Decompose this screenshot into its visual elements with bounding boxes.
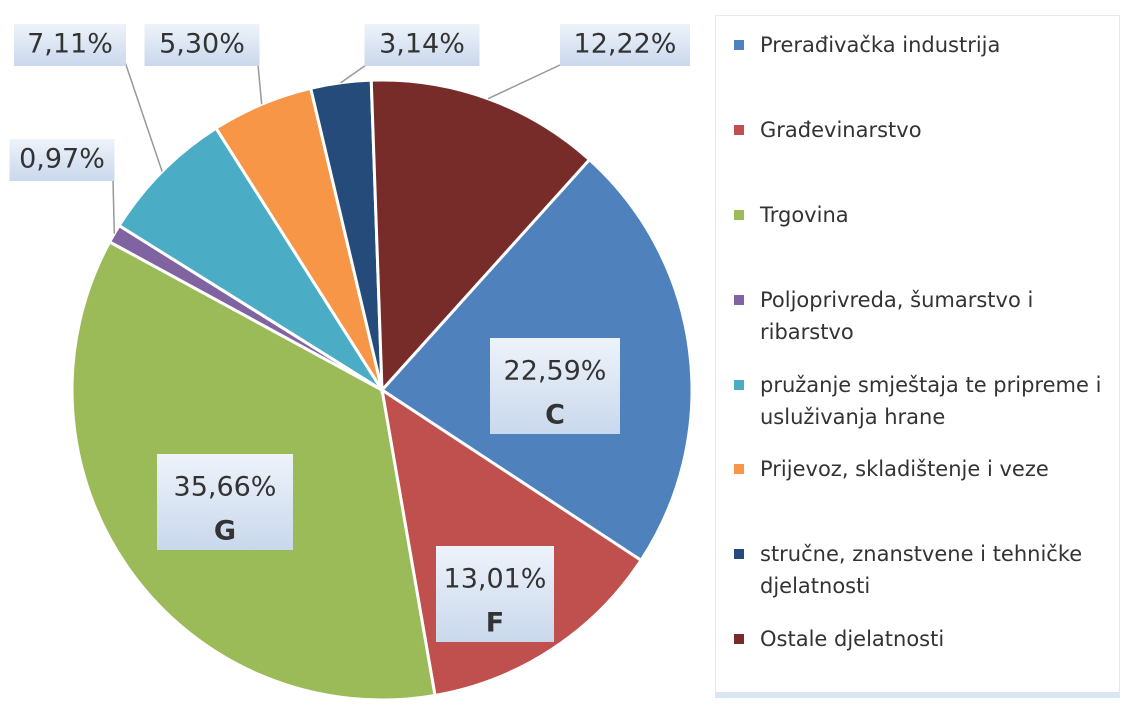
- legend-swatch: [734, 40, 744, 50]
- legend-item: Prijevoz, skladištenje i veze: [734, 453, 1114, 485]
- legend-swatch: [734, 210, 744, 220]
- slice-code: G: [214, 516, 236, 547]
- label-box: [144, 24, 260, 66]
- legend-label: Trgovina: [760, 203, 849, 227]
- data-label: 3,14%: [379, 29, 465, 60]
- leader-line: [340, 64, 367, 84]
- leader-line: [124, 61, 163, 172]
- label-box: [490, 338, 620, 434]
- legend-label: Građevinarstvo: [760, 118, 922, 142]
- legend-item: Prerađivačka industrija: [734, 29, 1114, 61]
- legend-swatch: [734, 380, 744, 390]
- slice: [369, 78, 592, 394]
- leader-line: [487, 64, 561, 100]
- label-box: [436, 546, 554, 642]
- legend-swatch: [734, 464, 744, 474]
- data-label: 35,66%: [174, 472, 277, 503]
- slice: [117, 126, 384, 392]
- label-box: [560, 24, 690, 66]
- data-label: 12,22%: [574, 29, 677, 60]
- data-label: 13,01%: [444, 564, 547, 595]
- data-label: 5,30%: [159, 29, 245, 60]
- legend-label: Prijevoz, skladištenje i veze: [760, 457, 1049, 481]
- label-box: [157, 454, 293, 550]
- legend-item: stručne, znanstvene i tehničke djelatnos…: [734, 538, 1114, 602]
- legend-label: Poljoprivreda, šumarstvo i ribarstvo: [760, 288, 1034, 344]
- legend-label: Ostale djelatnosti: [760, 627, 945, 651]
- leader-line: [257, 64, 263, 105]
- legend-item: Građevinarstvo: [734, 114, 1114, 146]
- leader-line: [112, 179, 116, 234]
- label-box: [9, 139, 115, 181]
- legend-swatch: [734, 549, 744, 559]
- label-box: [14, 24, 126, 66]
- legend-label: pružanje smještaja te pripreme i usluživ…: [760, 373, 1102, 429]
- pie-area: 22,59% C 13,01% F 35,66% G 0,97% 7,11% 5,30% 3,14…: [9, 24, 694, 702]
- label-box: [364, 24, 480, 66]
- legend-item: pružanje smještaja te pripreme i usluživ…: [734, 369, 1114, 433]
- legend-item: Ostale djelatnosti: [734, 623, 1114, 655]
- legend-item: Trgovina: [734, 199, 1114, 231]
- legend-label: Prerađivačka industrija: [760, 33, 1001, 57]
- legend-swatch: [734, 295, 744, 305]
- legend-item: Poljoprivreda, šumarstvo i ribarstvo: [734, 284, 1114, 348]
- data-label: 7,11%: [27, 29, 113, 60]
- data-label: 22,59%: [504, 356, 607, 387]
- legend-swatch: [734, 125, 744, 135]
- legend-swatch: [734, 634, 744, 644]
- slice-code: C: [545, 400, 565, 431]
- data-label: 0,97%: [19, 144, 105, 175]
- legend-label: stručne, znanstvene i tehničke djelatnos…: [760, 542, 1083, 598]
- legend: Prerađivačka industrija Građevinarstvo Trg…: [715, 15, 1120, 698]
- slice-code: F: [486, 608, 504, 639]
